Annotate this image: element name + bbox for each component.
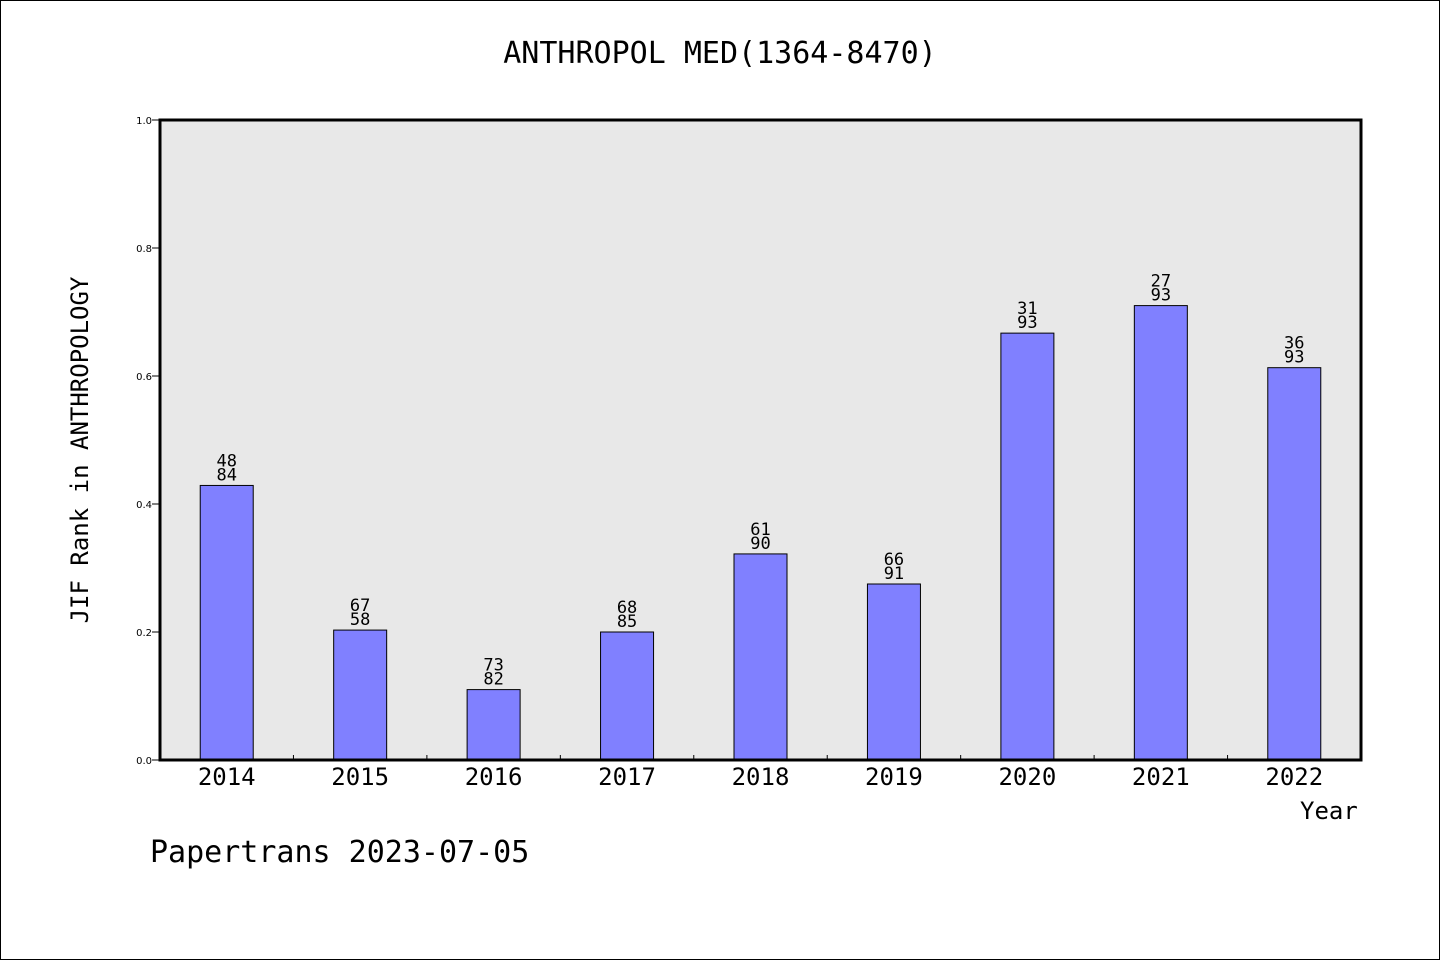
- chart-title: ANTHROPOL MED(1364-8470): [503, 36, 937, 71]
- bar-total-label: 93: [1151, 286, 1171, 306]
- bar-rank-label: 61: [750, 520, 770, 540]
- x-tick-label: 2016: [465, 763, 523, 791]
- bar-total-label: 82: [483, 670, 503, 690]
- x-tick-label: 2014: [198, 763, 256, 791]
- bar-total-label: 85: [617, 612, 637, 632]
- x-tick-label: 2022: [1265, 763, 1323, 791]
- y-tick-label: 0.8: [136, 244, 152, 255]
- x-tick-label: 2019: [865, 763, 923, 791]
- bar-rank-label: 66: [884, 550, 904, 570]
- x-tick-label: 2020: [998, 763, 1056, 791]
- bar: [466, 689, 521, 761]
- bar-rank-label: 31: [1017, 299, 1037, 319]
- x-tick-label: 2015: [331, 763, 389, 791]
- plot-border: [158, 118, 1363, 762]
- bar-rank-label: 73: [483, 656, 503, 676]
- bar: [1000, 332, 1055, 761]
- bar-total-label: 91: [884, 564, 904, 584]
- bar-rank-label: 68: [617, 598, 637, 618]
- bar: [333, 629, 388, 761]
- bar-total-label: 93: [1017, 313, 1037, 333]
- x-axis-label: Year: [1300, 797, 1358, 825]
- bar-total-label: 93: [1284, 348, 1304, 368]
- bar-rank-label: 27: [1151, 272, 1171, 292]
- y-tick-label: 1.0: [136, 116, 152, 127]
- bar: [1133, 305, 1188, 761]
- bar: [600, 631, 655, 761]
- x-tick-label: 2018: [732, 763, 790, 791]
- y-tick-label: 0.2: [136, 628, 152, 639]
- bar: [199, 484, 254, 761]
- bar-rank-label: 36: [1284, 334, 1304, 354]
- x-tick-label: 2021: [1132, 763, 1190, 791]
- bar-rank-label: 48: [216, 451, 236, 471]
- bar: [866, 583, 921, 761]
- bar-rank-label: 67: [350, 596, 370, 616]
- bar: [733, 553, 788, 761]
- bar: [1267, 367, 1322, 761]
- footer-credit: Papertrans 2023-07-05: [150, 835, 530, 870]
- y-tick-label: 0.6: [136, 372, 152, 383]
- x-tick-label: 2017: [598, 763, 656, 791]
- y-tick-label: 0.4: [136, 500, 152, 511]
- bar-total-label: 84: [216, 465, 236, 485]
- bar-total-label: 90: [750, 534, 770, 554]
- bar-total-label: 58: [350, 610, 370, 630]
- y-tick-label: 0.0: [136, 756, 152, 767]
